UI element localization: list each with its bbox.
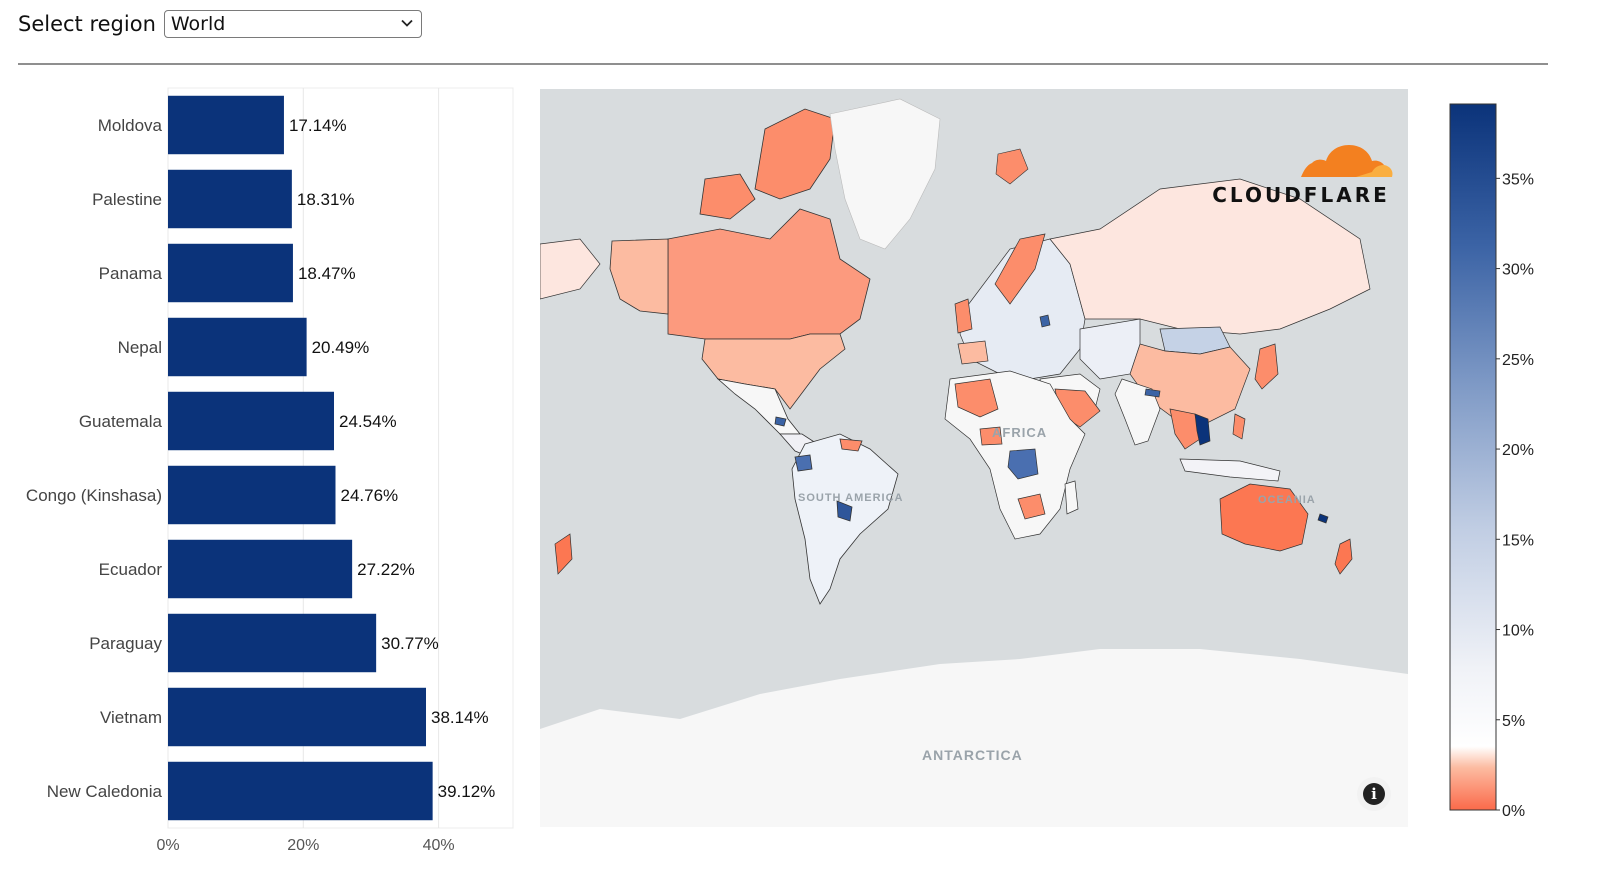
legend-colorbar (1449, 103, 1497, 811)
bar[interactable] (168, 391, 335, 451)
country-nigeria[interactable] (979, 426, 1003, 446)
country-japan[interactable] (1254, 343, 1279, 390)
category-label: New Caledonia (47, 782, 163, 801)
category-label: Palestine (92, 190, 162, 209)
country-uk[interactable] (954, 298, 973, 334)
canada-arctic-islands-2[interactable] (699, 173, 756, 220)
bar[interactable] (168, 243, 293, 303)
value-label: 18.47% (298, 264, 356, 283)
label-africa: AFRICA (992, 425, 1047, 440)
label-south-america: SOUTH AMERICA (798, 492, 903, 504)
legend-tick-label: 0% (1502, 803, 1525, 820)
legend-tick-label: 10% (1502, 623, 1534, 640)
category-label: Moldova (98, 116, 163, 135)
nz-left-island[interactable] (554, 533, 573, 575)
svalbard-islands (995, 148, 1029, 185)
country-guatemala[interactable] (774, 416, 787, 427)
country-venezuela[interactable] (839, 438, 863, 452)
bar-chart: 0% 20% 40% Moldova 17.14% Palestine 18.31% Pana… (26, 87, 514, 854)
cloudflare-logo-text: CLOUDFLARE (1212, 183, 1390, 207)
greenland (829, 98, 941, 250)
indonesia[interactable] (1179, 458, 1281, 482)
country-algeria[interactable] (954, 378, 999, 418)
divider (18, 63, 1548, 65)
legend-tick-label: 30% (1502, 262, 1534, 279)
country-paraguay[interactable] (836, 500, 853, 522)
russia-far-east-left[interactable] (540, 238, 601, 300)
country-congo-kinshasa[interactable] (1007, 448, 1039, 480)
value-label: 27.22% (357, 560, 415, 579)
bar[interactable] (168, 761, 433, 821)
value-label: 39.12% (438, 782, 496, 801)
region-select[interactable]: World (163, 10, 422, 38)
value-label: 24.76% (340, 486, 398, 505)
legend-tick-label: 20% (1502, 442, 1534, 459)
label-antarctica: ANTARCTICA (922, 747, 1023, 763)
value-label: 18.31% (297, 190, 355, 209)
value-label: 38.14% (431, 708, 489, 727)
central-asia[interactable] (1079, 318, 1141, 380)
country-new-caledonia[interactable] (1317, 513, 1329, 524)
category-label: Vietnam (100, 708, 162, 727)
land-layer (540, 98, 1408, 827)
country-canada[interactable] (667, 208, 871, 340)
legend-tick-label: 15% (1502, 532, 1534, 549)
x-tick-label: 0% (156, 837, 179, 854)
category-label: Guatemala (79, 412, 163, 431)
canada-arctic-islands[interactable] (754, 108, 836, 200)
country-nepal[interactable] (1144, 388, 1161, 398)
info-icon: i (1363, 783, 1385, 805)
cloud-icon (1301, 145, 1393, 177)
legend-tick-label: 5% (1502, 713, 1525, 730)
southeast-asia[interactable] (1169, 408, 1201, 450)
country-philippines[interactable] (1232, 413, 1246, 440)
world-map[interactable]: AFRICA SOUTH AMERICA OCEANIA ANTARCTICA … (540, 89, 1408, 827)
country-russia[interactable] (1049, 178, 1371, 335)
country-moldova[interactable] (1039, 314, 1051, 328)
country-spain[interactable] (957, 340, 989, 365)
category-label: Panama (99, 264, 163, 283)
bar[interactable] (168, 95, 284, 155)
bar[interactable] (168, 317, 307, 377)
country-ecuador[interactable] (794, 454, 813, 472)
value-label: 24.54% (339, 412, 397, 431)
antarctica (540, 649, 1408, 827)
country-new-zealand[interactable] (1334, 538, 1353, 575)
value-label: 20.49% (312, 338, 370, 357)
bar[interactable] (168, 169, 292, 229)
madagascar[interactable] (1064, 480, 1079, 515)
bar[interactable] (168, 539, 353, 599)
category-label: Ecuador (99, 560, 163, 579)
southern-africa[interactable] (1017, 493, 1046, 520)
x-tick-label: 20% (287, 837, 319, 854)
bar[interactable] (168, 465, 336, 525)
country-australia[interactable] (1219, 483, 1309, 552)
region-label: Select region (18, 12, 156, 36)
choropleth-map[interactable]: AFRICA SOUTH AMERICA OCEANIA ANTARCTICA (540, 89, 1408, 827)
country-norway-sweden[interactable] (994, 233, 1046, 305)
category-label: Paraguay (89, 634, 162, 653)
bar[interactable] (168, 613, 377, 673)
chevron-down-icon (401, 19, 413, 27)
x-tick-label: 40% (423, 837, 455, 854)
color-legend: 0% 5% 10% 15% 20% 25% 30% 35% (1449, 103, 1534, 820)
category-label: Nepal (118, 338, 162, 357)
country-vietnam[interactable] (1194, 413, 1211, 446)
category-label: Congo (Kinshasa) (26, 486, 162, 505)
legend-ticks: 0% 5% 10% 15% 20% 25% 30% 35% (1496, 171, 1534, 820)
value-label: 17.14% (289, 116, 347, 135)
legend-tick-label: 25% (1502, 352, 1534, 369)
region-select-value: World (170, 13, 226, 35)
info-button[interactable]: i (1357, 777, 1391, 811)
bar[interactable] (168, 687, 427, 747)
label-oceania: OCEANIA (1258, 494, 1316, 506)
country-usa-alaska[interactable] (609, 238, 669, 315)
legend-tick-label: 35% (1502, 171, 1534, 188)
value-label: 30.77% (381, 634, 439, 653)
region-selector: Select region World (18, 8, 422, 40)
cloudflare-logo: CLOUDFLARE (1206, 137, 1396, 207)
